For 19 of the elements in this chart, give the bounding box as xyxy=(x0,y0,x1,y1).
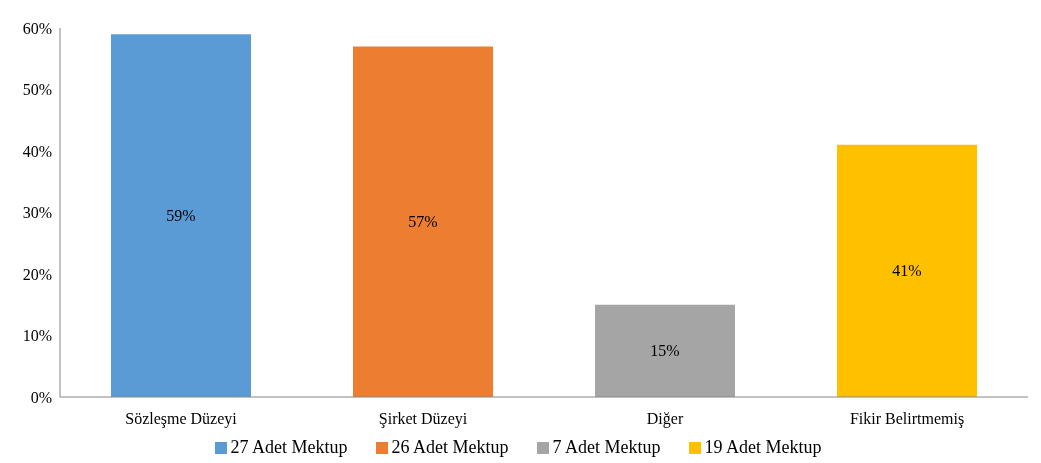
x-tick-label: Şirket Düzeyi xyxy=(378,410,468,429)
legend-label: 27 Adet Mektup xyxy=(230,437,348,458)
y-tick-label: 60% xyxy=(22,19,52,37)
y-tick-label: 50% xyxy=(22,81,52,99)
data-label: 41% xyxy=(892,262,922,280)
y-tick-label: 30% xyxy=(22,204,52,222)
legend-label: 7 Adet Mektup xyxy=(552,437,661,458)
x-tick-label: Sözleşme Düzeyi xyxy=(125,410,238,429)
data-label: 15% xyxy=(650,342,680,360)
y-tick-label: 0% xyxy=(30,388,52,406)
x-tick-label: Fikir Belirtmemiş xyxy=(849,410,965,429)
y-tick-label: 20% xyxy=(22,265,52,283)
legend-label: 26 Adet Mektup xyxy=(391,437,509,458)
y-tick-label: 10% xyxy=(22,327,52,345)
x-tick-label: Diğer xyxy=(646,410,684,429)
y-tick-label: 40% xyxy=(22,142,52,160)
data-label: 59% xyxy=(166,207,196,225)
legend-label: 19 Adet Mektup xyxy=(704,437,822,458)
data-label: 57% xyxy=(408,213,438,231)
